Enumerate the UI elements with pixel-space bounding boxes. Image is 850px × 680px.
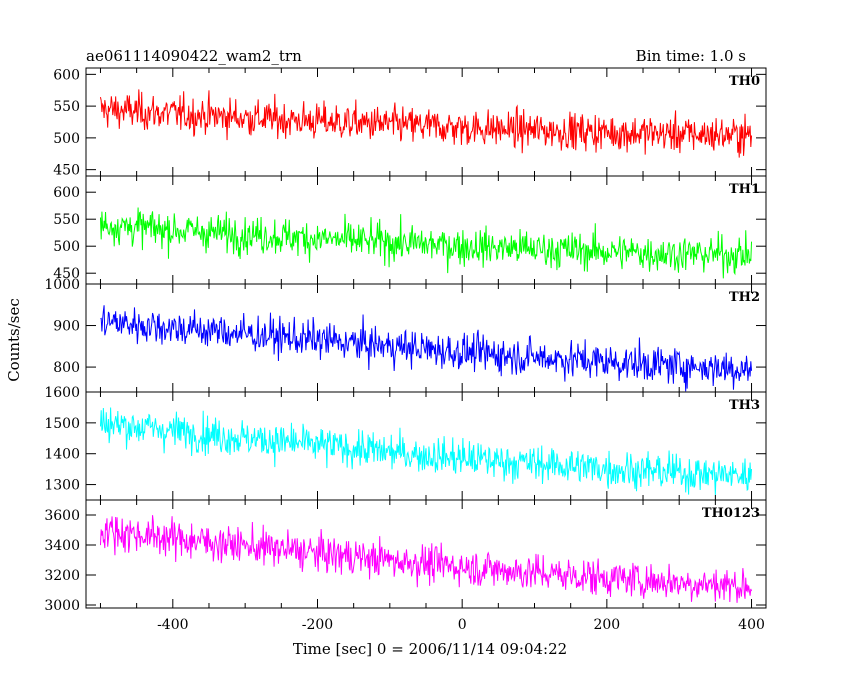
panel-frame bbox=[85, 391, 767, 501]
y-tick-label: 3400 bbox=[44, 538, 80, 554]
y-tick-label: 3000 bbox=[44, 598, 80, 614]
panel-name-th2: TH2 bbox=[729, 290, 760, 305]
x-tick-label: -200 bbox=[302, 617, 333, 633]
y-tick-label: 450 bbox=[53, 266, 80, 282]
chart-title-right: Bin time: 1.0 s bbox=[636, 47, 746, 65]
y-tick-label: 500 bbox=[53, 239, 80, 255]
panel-th3: 1300 1400 1500 1600 TH3 bbox=[44, 385, 767, 501]
series-line-th0 bbox=[99, 89, 753, 158]
panel-th2: 800 900 1000 TH2 bbox=[44, 277, 767, 393]
y-tick-label: 450 bbox=[53, 163, 80, 179]
chart-title-left: ae061114090422_wam2_trn bbox=[86, 47, 302, 65]
y-tick-label: 3600 bbox=[44, 508, 80, 524]
y-tick-label: 600 bbox=[53, 67, 80, 83]
x-tick-label: 400 bbox=[738, 617, 765, 633]
y-tick-label: 1400 bbox=[44, 447, 80, 463]
panel-name-th1: TH1 bbox=[729, 182, 760, 197]
panel-frame bbox=[85, 67, 767, 177]
panel-frame bbox=[85, 283, 767, 393]
y-tick-label: 1500 bbox=[44, 416, 80, 432]
panels: 450 500 550 600 TH0 450 500 550 600 TH1 800 900 1000… bbox=[44, 67, 767, 614]
y-tick-label: 900 bbox=[53, 319, 80, 335]
y-axis-label: Counts/sec bbox=[5, 298, 23, 382]
panel-th0123: 3000 3200 3400 3600 TH0123 bbox=[44, 499, 767, 614]
x-axis: -400 -200 0 200 400 bbox=[157, 617, 765, 633]
y-tick-label: 1300 bbox=[44, 478, 80, 494]
panel-frame bbox=[85, 499, 767, 609]
y-tick-label: 800 bbox=[53, 360, 80, 376]
panel-th1: 450 500 550 600 TH1 bbox=[53, 175, 767, 285]
x-axis-label: Time [sec] 0 = 2006/11/14 09:04:22 bbox=[293, 640, 567, 658]
x-tick-label: -400 bbox=[157, 617, 188, 633]
series-line-th0123 bbox=[99, 515, 753, 603]
y-tick-label: 550 bbox=[53, 99, 80, 115]
series-line-th3 bbox=[99, 407, 753, 496]
y-tick-label: 550 bbox=[53, 212, 80, 228]
panel-name-th0: TH0 bbox=[729, 74, 760, 89]
series-line-th2 bbox=[100, 305, 753, 392]
y-tick-label: 1600 bbox=[44, 385, 80, 401]
y-tick-label: 600 bbox=[53, 185, 80, 201]
x-tick-label: 0 bbox=[458, 617, 467, 633]
panel-th0: 450 500 550 600 TH0 bbox=[53, 67, 767, 179]
panel-name-th0123: TH0123 bbox=[702, 506, 760, 521]
y-tick-label: 3200 bbox=[44, 568, 80, 584]
y-tick-label: 500 bbox=[53, 131, 80, 147]
series-line-th1 bbox=[99, 207, 753, 279]
x-tick-label: 200 bbox=[593, 617, 620, 633]
panel-name-th3: TH3 bbox=[729, 398, 760, 413]
y-tick-label: 1000 bbox=[44, 277, 80, 293]
